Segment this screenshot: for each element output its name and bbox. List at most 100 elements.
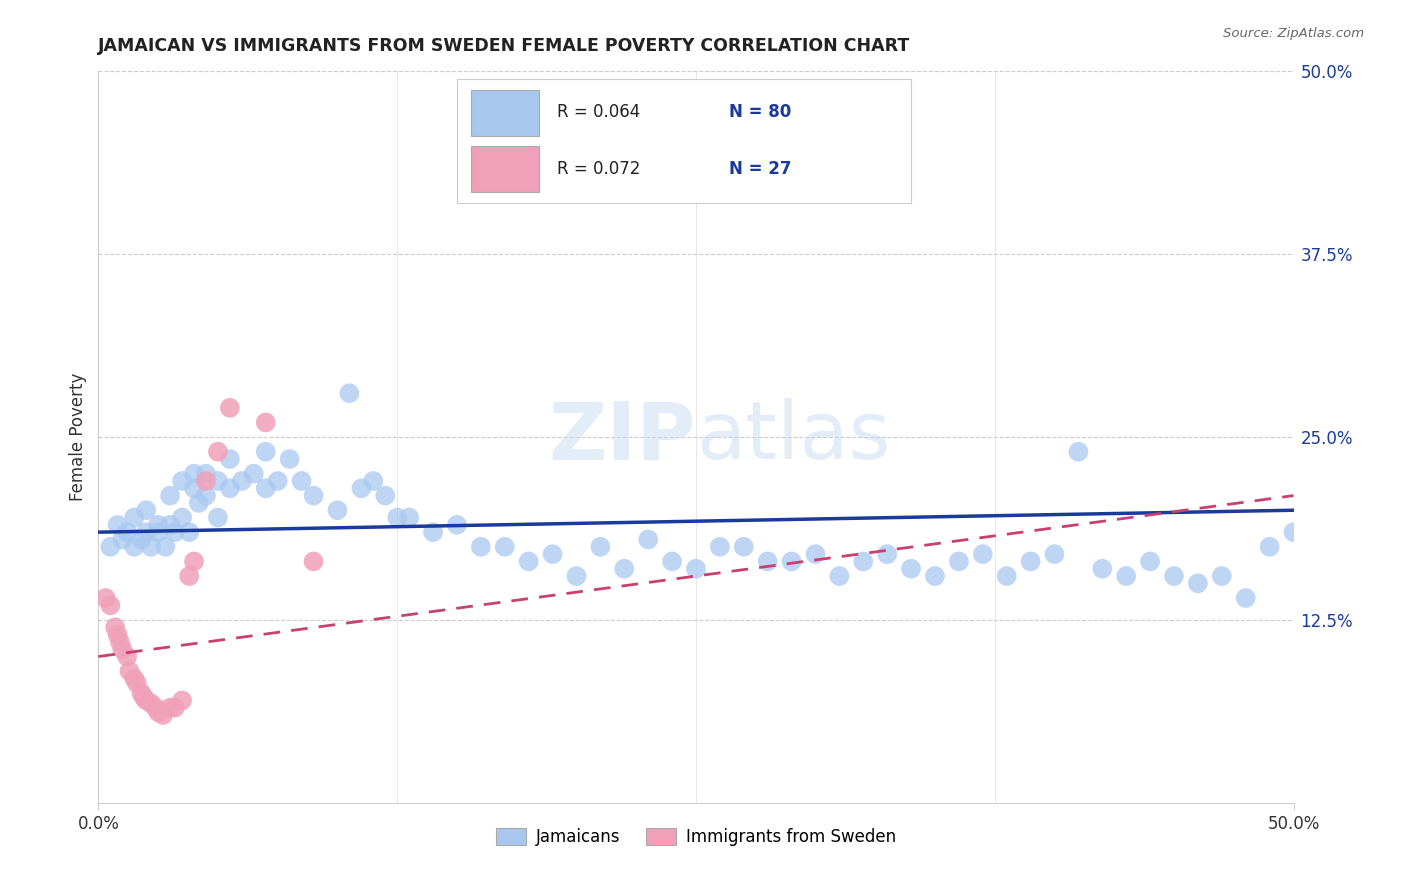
Point (1187, 576, 1209, 591)
Point (131, 533, 153, 547)
Point (195, 489, 218, 503)
Point (302, 554, 325, 568)
Point (163, 525, 186, 540)
Point (613, 562, 636, 576)
Point (254, 444, 277, 458)
Point (924, 569, 946, 583)
Point (148, 517, 170, 532)
Point (108, 635, 131, 649)
Point (172, 510, 194, 524)
Text: atlas: atlas (696, 398, 890, 476)
Point (852, 554, 875, 568)
Point (254, 416, 277, 430)
Point (363, 474, 385, 488)
Point (1258, 540, 1281, 554)
Point (302, 489, 325, 503)
Point (1211, 569, 1233, 583)
Point (131, 686, 153, 700)
Point (139, 540, 162, 554)
Point (152, 708, 174, 723)
Point (219, 401, 242, 415)
Point (219, 481, 242, 495)
Point (422, 525, 444, 540)
Point (733, 540, 755, 554)
Point (183, 554, 205, 568)
Point (145, 700, 167, 714)
Point (115, 649, 138, 664)
Point (111, 642, 134, 657)
Text: JAMAICAN VS IMMIGRANTS FROM SWEDEN FEMALE POVERTY CORRELATION CHART: JAMAICAN VS IMMIGRANTS FROM SWEDEN FEMAL… (98, 37, 911, 54)
Point (219, 452, 242, 467)
Point (374, 489, 396, 503)
Point (125, 676, 148, 690)
Point (541, 547, 564, 561)
Point (494, 540, 516, 554)
Point (179, 525, 201, 540)
Point (446, 517, 468, 532)
Point (172, 474, 194, 488)
Point (135, 525, 157, 540)
Point (661, 554, 683, 568)
Point (1091, 562, 1114, 576)
Point (183, 481, 205, 495)
Point (900, 562, 922, 576)
Point (179, 569, 201, 583)
Point (756, 554, 779, 568)
Point (1163, 569, 1185, 583)
Point (350, 481, 373, 495)
Point (111, 533, 134, 547)
Point (159, 489, 181, 503)
Y-axis label: Female Poverty: Female Poverty (69, 373, 87, 501)
Point (124, 672, 146, 686)
Point (278, 452, 301, 467)
Point (780, 554, 803, 568)
Point (104, 620, 127, 634)
Text: ZIP: ZIP (548, 398, 696, 476)
Point (155, 540, 177, 554)
Point (291, 474, 314, 488)
Point (637, 533, 659, 547)
Point (339, 386, 361, 401)
Point (1139, 554, 1161, 568)
Point (148, 525, 170, 540)
Point (565, 569, 588, 583)
Point (115, 525, 138, 540)
Point (231, 474, 253, 488)
Point (1234, 591, 1257, 605)
Point (517, 554, 540, 568)
Point (94, 591, 117, 605)
Point (1067, 444, 1090, 458)
Point (398, 510, 420, 524)
Point (828, 569, 851, 583)
Point (163, 700, 186, 714)
Point (207, 474, 229, 488)
Point (132, 690, 155, 705)
Point (1282, 525, 1305, 540)
Point (124, 540, 146, 554)
Point (207, 510, 229, 524)
Point (98, 599, 122, 613)
Point (709, 540, 731, 554)
Point (139, 696, 162, 710)
Point (135, 503, 157, 517)
Point (972, 547, 994, 561)
Point (159, 700, 181, 714)
Point (107, 517, 129, 532)
Point (995, 569, 1018, 583)
Point (124, 510, 146, 524)
Point (254, 481, 277, 495)
Point (1043, 547, 1066, 561)
Point (948, 554, 970, 568)
Point (187, 496, 209, 510)
Point (183, 467, 205, 481)
Point (207, 444, 229, 458)
Point (267, 474, 290, 488)
Point (804, 547, 827, 561)
Point (135, 693, 157, 707)
Point (1115, 569, 1137, 583)
Point (876, 547, 898, 561)
Point (107, 627, 129, 641)
Point (98, 540, 122, 554)
Point (148, 705, 170, 719)
Point (195, 467, 218, 481)
